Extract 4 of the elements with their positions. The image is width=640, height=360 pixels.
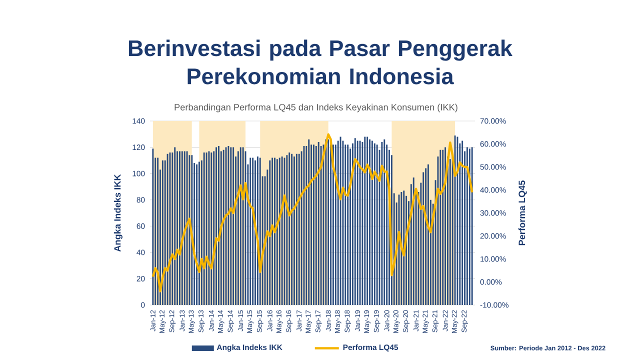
y2-axis-title: Performa LQ45: [518, 180, 527, 246]
chart-title: Berinvestasi pada Pasar Penggerak Perekonomian Indonesia: [128, 40, 512, 84]
y-axis-title: Angka Indeks IKK: [114, 174, 122, 252]
chart-subtitle: Perbandingan Performa LQ45 dan Indeks Keyakinan Konsumen (IKK): [174, 104, 458, 112]
